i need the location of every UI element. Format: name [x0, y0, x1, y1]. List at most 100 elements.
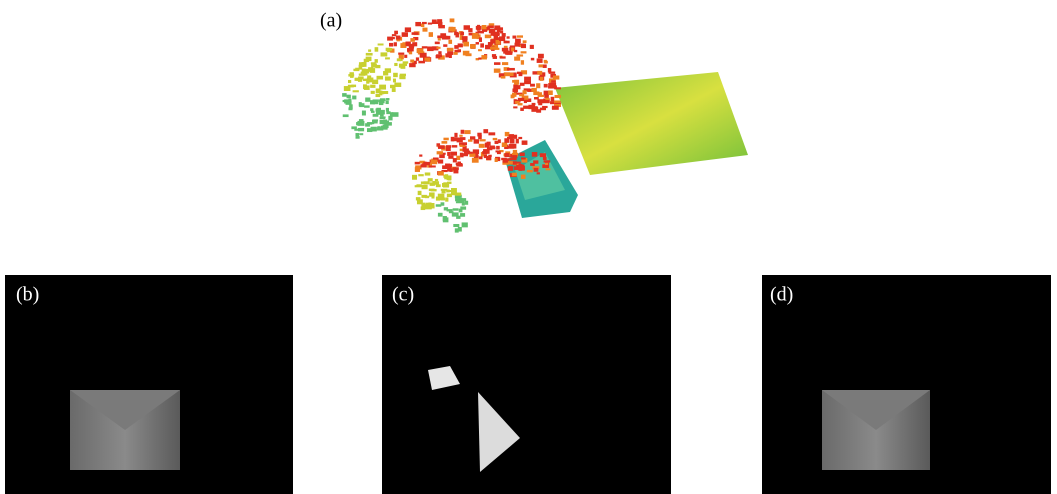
point	[424, 58, 430, 61]
point	[443, 175, 447, 178]
point	[431, 189, 437, 191]
point	[378, 99, 384, 102]
point	[489, 29, 495, 34]
point	[441, 141, 447, 144]
point	[362, 69, 366, 73]
point	[370, 85, 375, 88]
point	[377, 76, 384, 80]
point	[497, 151, 501, 154]
point	[405, 42, 410, 46]
point	[512, 88, 518, 92]
point	[476, 42, 479, 44]
point	[554, 100, 560, 102]
point	[394, 83, 401, 87]
point	[447, 48, 454, 51]
point	[376, 88, 381, 93]
point	[446, 145, 451, 148]
point	[490, 47, 496, 50]
point	[459, 135, 462, 137]
point	[453, 158, 457, 162]
point	[380, 120, 386, 124]
point	[363, 73, 368, 75]
point	[362, 111, 366, 116]
point	[418, 61, 425, 64]
point	[375, 47, 379, 52]
point	[346, 101, 352, 105]
point	[532, 152, 538, 157]
point	[376, 111, 380, 114]
point	[364, 85, 370, 90]
point	[487, 142, 491, 146]
point	[458, 49, 461, 52]
point	[392, 112, 398, 117]
point	[453, 224, 459, 227]
point	[500, 30, 503, 33]
point	[461, 153, 468, 156]
point	[388, 116, 392, 121]
point	[454, 137, 461, 141]
point	[394, 63, 397, 66]
point	[371, 64, 376, 68]
point	[448, 176, 451, 181]
point	[373, 119, 378, 121]
point	[447, 152, 450, 156]
point	[464, 25, 470, 30]
point	[438, 22, 442, 26]
point	[418, 191, 422, 195]
point	[428, 23, 432, 25]
point	[454, 45, 458, 49]
point	[410, 38, 415, 42]
point	[393, 73, 398, 77]
point	[470, 44, 476, 49]
panel-label: (b)	[16, 284, 39, 306]
point	[472, 33, 478, 37]
point	[492, 54, 496, 57]
point	[421, 181, 426, 183]
point	[516, 139, 519, 144]
point	[376, 108, 381, 112]
point	[380, 113, 384, 116]
point	[344, 86, 351, 91]
point	[511, 95, 515, 99]
point	[516, 165, 521, 170]
point	[438, 145, 445, 149]
point	[417, 48, 424, 53]
point	[449, 27, 456, 32]
point	[450, 152, 457, 156]
point	[466, 152, 473, 154]
point	[425, 172, 431, 175]
point	[480, 43, 484, 47]
panel-d: (d)	[762, 275, 1051, 494]
point	[465, 53, 471, 56]
point	[386, 111, 390, 114]
figure: (a) (b) (c) (d)	[0, 0, 1057, 494]
point	[448, 156, 453, 159]
point	[489, 23, 495, 25]
point	[415, 167, 420, 172]
point	[348, 80, 351, 83]
point	[502, 142, 507, 147]
point	[521, 175, 526, 179]
point	[522, 140, 528, 144]
point	[540, 108, 546, 111]
point	[493, 138, 498, 140]
point	[449, 190, 454, 192]
point	[381, 52, 388, 56]
point	[428, 178, 433, 181]
point	[448, 40, 452, 44]
point	[366, 57, 372, 61]
point	[403, 61, 409, 63]
point	[404, 55, 407, 58]
point	[450, 18, 455, 22]
point	[353, 69, 359, 71]
point	[368, 67, 373, 70]
point	[528, 105, 535, 109]
point	[521, 60, 524, 65]
point	[455, 228, 459, 232]
point	[357, 121, 364, 126]
point	[380, 116, 386, 119]
point	[509, 73, 514, 76]
point	[482, 25, 487, 29]
point	[421, 195, 426, 198]
point	[520, 83, 525, 86]
